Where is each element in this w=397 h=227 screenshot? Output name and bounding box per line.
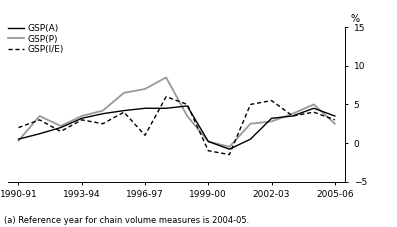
Legend: GSP(A), GSP(P), GSP(I/E): GSP(A), GSP(P), GSP(I/E): [8, 24, 64, 54]
Text: (a) Reference year for chain volume measures is 2004-05.: (a) Reference year for chain volume meas…: [4, 216, 249, 225]
Text: %: %: [351, 15, 360, 25]
